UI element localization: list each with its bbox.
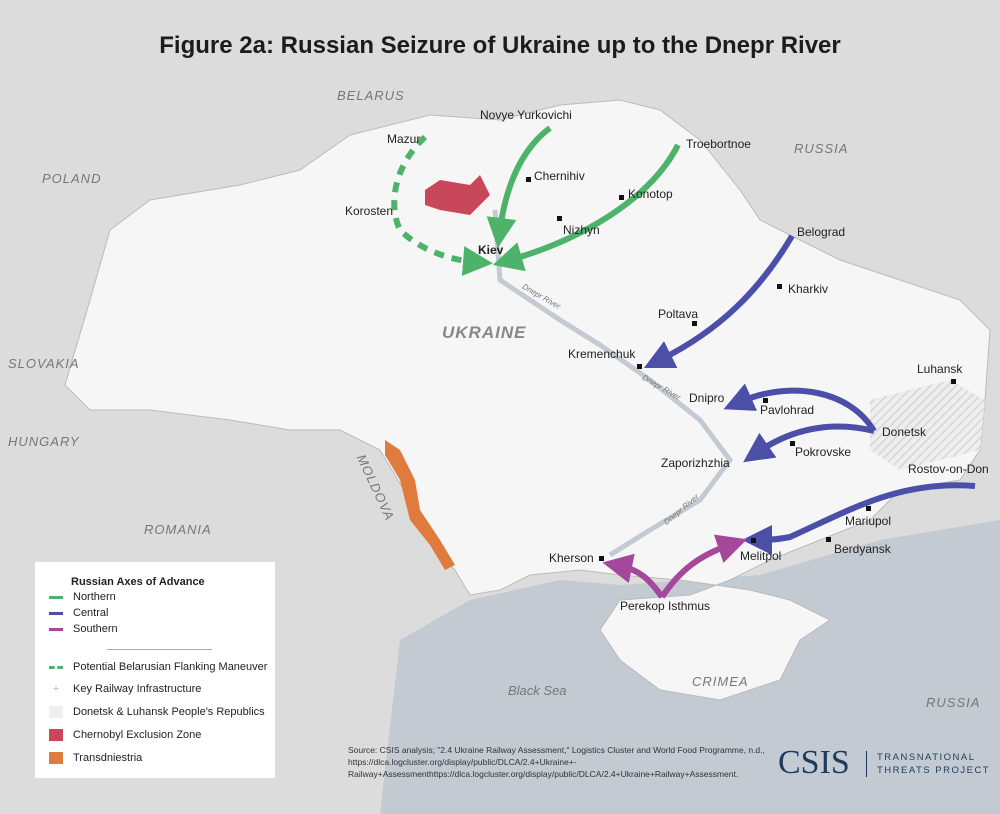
flanking-swatch [49, 665, 63, 669]
city-dnipro: Dnipro [689, 391, 725, 405]
legend-transdniestria: Transdniestria [73, 752, 143, 764]
source-line: Railway+Assessmenthttps://dlca.logcluste… [348, 769, 739, 779]
central-arrow-rostov [742, 482, 976, 555]
city-marker [619, 195, 624, 200]
legend-northern: Northern [73, 591, 116, 603]
city-nizhyn: Nizhyn [563, 223, 600, 237]
legend-flanking: Potential Belarusian Flanking Maneuver [73, 661, 268, 673]
country-label-hungary: HUNGARY [8, 434, 80, 449]
city-novye-yurkovichi: Novye Yurkovichi [480, 108, 572, 122]
source-line: https://dlca.logcluster.org/display/publ… [348, 757, 577, 767]
country-label-russia-south: RUSSIA [926, 695, 981, 710]
city-kharkiv: Kharkiv [788, 282, 829, 296]
transdniestria-swatch [49, 752, 63, 764]
region-label-crimea: CRIMEA [692, 674, 749, 689]
legend-dlpr: Donetsk & Luhansk People's Republics [73, 706, 265, 718]
northern-arrow-troebortnoe [492, 143, 681, 272]
central-swatch [49, 611, 63, 615]
city-korosten: Korosten [345, 204, 394, 218]
city-marker [526, 177, 531, 182]
transdniestria [385, 440, 455, 570]
city-rostov-on-don: Rostov-on-Don [908, 462, 989, 476]
city-kremenchuk: Kremenchuk [568, 347, 636, 361]
city-pokrovske: Pokrovske [795, 445, 852, 459]
city-donetsk: Donetsk [882, 425, 927, 439]
legend: Russian Axes of Advance Northern Central… [35, 562, 275, 778]
legend-chernobyl: Chernobyl Exclusion Zone [73, 729, 202, 741]
city-marker [599, 556, 604, 561]
northern-swatch [49, 595, 63, 599]
dnepr-river [492, 209, 734, 558]
central-arrow-belograd [643, 234, 795, 369]
city-marker [951, 379, 956, 384]
city-luhansk: Luhansk [917, 362, 963, 376]
project-line: TRANSNATIONAL [877, 752, 976, 763]
city-troebortnoe: Troebortnoe [686, 137, 751, 151]
dlpr-swatch [49, 706, 63, 718]
city-marker [826, 537, 831, 542]
city-chernihiv: Chernihiv [534, 169, 585, 183]
city-zaporizhzhia: Zaporizhzhia [661, 456, 730, 470]
city-marker [557, 216, 562, 221]
city-marker [777, 284, 782, 289]
source-note: Source: CSIS analysis; "2.4 Ukraine Rail… [348, 744, 768, 780]
country-label-romania: ROMANIA [144, 522, 212, 537]
city-marker [763, 398, 768, 403]
chernobyl-zone [425, 175, 490, 215]
flanking-arrow [391, 134, 493, 276]
country-label-belarus: BELARUS [337, 88, 405, 103]
southern-arrow-melitpol [659, 534, 748, 599]
country-label-ukraine: UKRAINE [442, 323, 527, 342]
city-marker [692, 321, 697, 326]
city-marker [637, 364, 642, 369]
csis-logo: CSIS [778, 744, 850, 781]
city-marker [751, 538, 756, 543]
country-label-russia: RUSSIA [794, 141, 849, 156]
city-poltava: Poltava [658, 307, 699, 321]
legend-heading: Russian Axes of Advance [71, 576, 205, 588]
southern-swatch [49, 627, 63, 631]
legend-southern: Southern [73, 623, 118, 635]
legend-central: Central [73, 607, 109, 619]
country-label-slovakia: SLOVAKIA [8, 356, 80, 371]
project-line: THREATS PROJECT [877, 765, 991, 776]
chernobyl-swatch [49, 729, 63, 741]
source-line: Source: CSIS analysis; "2.4 Ukraine Rail… [348, 745, 765, 755]
legend-railway: Key Railway Infrastructure [73, 683, 202, 695]
city-pavlohrad: Pavlohrad [760, 403, 815, 417]
city-kiev: Kiev [478, 243, 504, 257]
sea-label: Black Sea [508, 683, 567, 698]
city-marker [866, 506, 871, 511]
city-kherson: Kherson [549, 551, 594, 565]
city-mariupol: Mariupol [845, 514, 892, 528]
city-belograd: Belograd [797, 225, 846, 239]
dlpr-region [870, 380, 985, 470]
map-title: Figure 2a: Russian Seizure of Ukraine up… [159, 32, 841, 59]
country-label-poland: POLAND [42, 171, 102, 186]
legend-divider [107, 649, 212, 650]
southern-arrow-kherson [602, 553, 665, 599]
project-name: TRANSNATIONAL THREATS PROJECT [866, 751, 990, 777]
railway-icon: + [52, 683, 60, 695]
northern-arrow-yurkovichi [486, 125, 552, 248]
city-melitpol: Melitpol [740, 549, 782, 563]
city-konotop: Konotop [628, 187, 673, 201]
city-marker [790, 441, 795, 446]
city-mazur: Mazur [387, 132, 421, 146]
central-arrow-dnipro [723, 383, 877, 433]
city-perekop-isthmus: Perekop Isthmus [620, 599, 711, 613]
central-arrow-zaporizhzhia [743, 423, 875, 463]
city-berdyansk: Berdyansk [834, 542, 891, 556]
